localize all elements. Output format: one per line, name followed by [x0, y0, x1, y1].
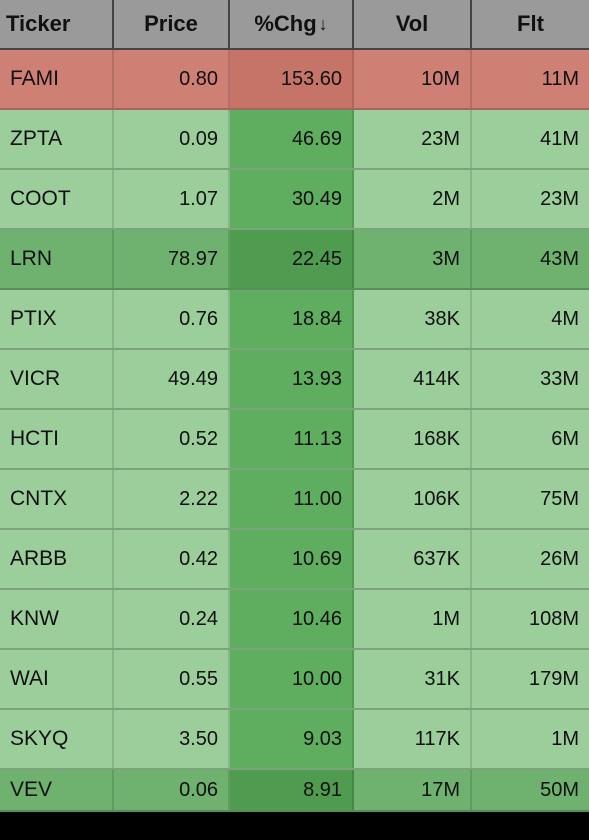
cell-flt: 6M: [472, 410, 589, 468]
cell-pct-chg: 8.91: [230, 770, 354, 810]
cell-price: 0.80: [114, 50, 230, 108]
cell-vol: 168K: [354, 410, 472, 468]
table-row[interactable]: VICR49.4913.93414K33M: [0, 350, 589, 410]
table-row[interactable]: FAMI0.80153.6010M11M: [0, 50, 589, 110]
table-row[interactable]: ZPTA0.0946.6923M41M: [0, 110, 589, 170]
cell-price: 0.76: [114, 290, 230, 348]
table-row[interactable]: LRN78.9722.453M43M: [0, 230, 589, 290]
cell-flt: 50M: [472, 770, 589, 810]
cell-flt: 179M: [472, 650, 589, 708]
header-pct-chg[interactable]: %Chg↓: [230, 0, 354, 48]
table-row[interactable]: PTIX0.7618.8438K4M: [0, 290, 589, 350]
cell-vol: 10M: [354, 50, 472, 108]
cell-ticker: VEV: [0, 770, 114, 810]
cell-flt: 11M: [472, 50, 589, 108]
table-row[interactable]: VEV0.068.9117M50M: [0, 770, 589, 812]
cell-flt: 23M: [472, 170, 589, 228]
cell-price: 0.52: [114, 410, 230, 468]
header-ticker[interactable]: Ticker: [0, 0, 114, 48]
table-row[interactable]: KNW0.2410.461M108M: [0, 590, 589, 650]
table-row[interactable]: COOT1.0730.492M23M: [0, 170, 589, 230]
cell-vol: 106K: [354, 470, 472, 528]
cell-pct-chg: 10.46: [230, 590, 354, 648]
header-vol[interactable]: Vol: [354, 0, 472, 48]
stock-screener-table: Ticker Price %Chg↓ Vol Flt FAMI0.80153.6…: [0, 0, 589, 812]
cell-pct-chg: 11.00: [230, 470, 354, 528]
cell-vol: 414K: [354, 350, 472, 408]
header-flt[interactable]: Flt: [472, 0, 589, 48]
cell-ticker: KNW: [0, 590, 114, 648]
cell-flt: 43M: [472, 230, 589, 288]
cell-vol: 3M: [354, 230, 472, 288]
cell-price: 3.50: [114, 710, 230, 768]
header-label: %Chg: [254, 11, 316, 37]
cell-price: 0.55: [114, 650, 230, 708]
cell-ticker: SKYQ: [0, 710, 114, 768]
cell-vol: 117K: [354, 710, 472, 768]
cell-ticker: VICR: [0, 350, 114, 408]
cell-vol: 1M: [354, 590, 472, 648]
table-header-row: Ticker Price %Chg↓ Vol Flt: [0, 0, 589, 50]
cell-ticker: ARBB: [0, 530, 114, 588]
sort-desc-icon: ↓: [319, 14, 328, 35]
cell-flt: 26M: [472, 530, 589, 588]
cell-price: 0.06: [114, 770, 230, 810]
header-price[interactable]: Price: [114, 0, 230, 48]
cell-ticker: HCTI: [0, 410, 114, 468]
header-label: Price: [144, 11, 198, 37]
cell-flt: 108M: [472, 590, 589, 648]
cell-ticker: LRN: [0, 230, 114, 288]
cell-vol: 38K: [354, 290, 472, 348]
cell-pct-chg: 153.60: [230, 50, 354, 108]
cell-price: 0.42: [114, 530, 230, 588]
cell-pct-chg: 18.84: [230, 290, 354, 348]
cell-price: 0.09: [114, 110, 230, 168]
cell-ticker: PTIX: [0, 290, 114, 348]
cell-ticker: ZPTA: [0, 110, 114, 168]
cell-pct-chg: 11.13: [230, 410, 354, 468]
cell-vol: 23M: [354, 110, 472, 168]
cell-flt: 1M: [472, 710, 589, 768]
cell-vol: 2M: [354, 170, 472, 228]
cell-pct-chg: 22.45: [230, 230, 354, 288]
table-row[interactable]: SKYQ3.509.03117K1M: [0, 710, 589, 770]
cell-ticker: WAI: [0, 650, 114, 708]
table-row[interactable]: WAI0.5510.0031K179M: [0, 650, 589, 710]
cell-flt: 4M: [472, 290, 589, 348]
cell-ticker: COOT: [0, 170, 114, 228]
cell-price: 1.07: [114, 170, 230, 228]
cell-price: 78.97: [114, 230, 230, 288]
cell-flt: 75M: [472, 470, 589, 528]
cell-ticker: FAMI: [0, 50, 114, 108]
table-row[interactable]: ARBB0.4210.69637K26M: [0, 530, 589, 590]
cell-price: 49.49: [114, 350, 230, 408]
cell-price: 0.24: [114, 590, 230, 648]
cell-flt: 33M: [472, 350, 589, 408]
cell-vol: 17M: [354, 770, 472, 810]
cell-vol: 31K: [354, 650, 472, 708]
cell-pct-chg: 9.03: [230, 710, 354, 768]
header-label: Flt: [517, 11, 544, 37]
cell-pct-chg: 13.93: [230, 350, 354, 408]
cell-flt: 41M: [472, 110, 589, 168]
cell-ticker: CNTX: [0, 470, 114, 528]
table-row[interactable]: CNTX2.2211.00106K75M: [0, 470, 589, 530]
header-label: Vol: [396, 11, 429, 37]
cell-pct-chg: 46.69: [230, 110, 354, 168]
cell-vol: 637K: [354, 530, 472, 588]
header-label: Ticker: [6, 11, 70, 37]
table-body: FAMI0.80153.6010M11MZPTA0.0946.6923M41MC…: [0, 50, 589, 812]
cell-pct-chg: 10.69: [230, 530, 354, 588]
table-row[interactable]: HCTI0.5211.13168K6M: [0, 410, 589, 470]
cell-pct-chg: 10.00: [230, 650, 354, 708]
cell-pct-chg: 30.49: [230, 170, 354, 228]
cell-price: 2.22: [114, 470, 230, 528]
